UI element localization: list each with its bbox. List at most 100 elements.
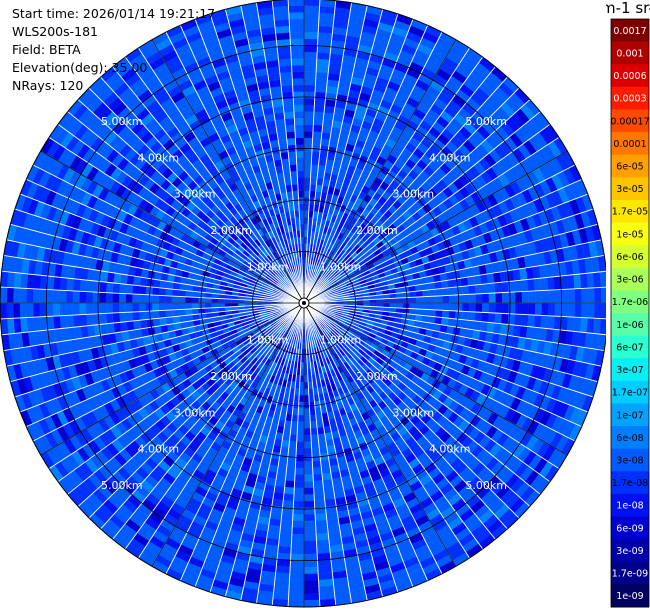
data-sector (32, 302, 41, 318)
data-sector (191, 302, 199, 310)
data-sector (428, 309, 437, 317)
data-sector (455, 294, 463, 304)
data-sector (317, 565, 333, 574)
data-sector (53, 315, 61, 330)
data-sector (311, 157, 320, 166)
data-sector (303, 97, 315, 106)
data-sector (279, 526, 293, 535)
data-sector (303, 157, 312, 165)
data-sector (273, 585, 290, 594)
data-sector (315, 71, 329, 80)
data-sector (593, 271, 602, 288)
data-sector (311, 454, 321, 462)
data-sector (482, 302, 490, 313)
data-sector (501, 302, 510, 314)
data-sector (303, 5, 320, 13)
data-sector (283, 486, 295, 495)
data-sector (468, 311, 476, 322)
data-sector (315, 519, 328, 528)
data-sector (473, 274, 482, 286)
data-sector (533, 314, 542, 329)
data-sector (6, 271, 15, 288)
data-sector (515, 302, 523, 315)
data-sector (292, 520, 305, 528)
data-sector (422, 296, 430, 304)
data-sector (126, 274, 135, 286)
data-sector (402, 297, 410, 304)
data-sector (303, 580, 320, 588)
data-sector (321, 466, 332, 475)
data-sector (278, 539, 292, 548)
data-sector (282, 500, 294, 508)
data-sector (39, 302, 47, 317)
data-sector (303, 533, 317, 542)
data-sector (277, 546, 292, 554)
data-sector (303, 177, 311, 185)
data-sector (303, 58, 317, 66)
data-sector (455, 302, 463, 312)
data-sector (303, 78, 316, 86)
data-sector (0, 302, 8, 320)
data-sector (125, 284, 134, 295)
data-sector (165, 309, 173, 318)
data-sector (495, 292, 503, 304)
data-sector (277, 459, 288, 468)
data-sector (288, 580, 305, 588)
data-sector (474, 311, 483, 322)
data-sector (599, 271, 606, 288)
data-sector (112, 302, 120, 314)
data-sector (303, 124, 314, 132)
data-sector (72, 314, 81, 328)
data-sector (204, 302, 212, 309)
data-sector (528, 302, 536, 316)
data-sector (586, 272, 595, 289)
data-sector (467, 320, 476, 331)
data-sector (487, 312, 496, 324)
data-sector (98, 302, 107, 314)
data-sector (303, 467, 314, 475)
data-sector (540, 277, 549, 291)
data-sector (303, 514, 316, 522)
data-sector (85, 291, 93, 304)
data-sector (26, 302, 34, 318)
data-sector (481, 312, 489, 323)
data-sector (303, 566, 319, 575)
data-sector (171, 289, 180, 297)
data-sector (468, 293, 476, 304)
data-sector (303, 0, 321, 7)
data-sector (178, 302, 186, 310)
data-sector (79, 279, 88, 292)
data-sector (315, 526, 329, 535)
data-sector (303, 586, 320, 594)
data-sector (158, 302, 166, 311)
data-sector (303, 593, 320, 601)
data-sector (295, 454, 305, 462)
data-sector (574, 288, 582, 304)
data-sector (402, 302, 410, 309)
data-sector (184, 302, 192, 310)
data-sector (303, 481, 314, 489)
data-sector (448, 286, 456, 296)
data-sector (312, 467, 323, 475)
data-sector (59, 277, 68, 291)
data-sector (318, 585, 335, 594)
data-sector (158, 287, 167, 296)
data-sector (19, 302, 27, 319)
data-sector (85, 302, 93, 315)
data-sector (294, 481, 305, 489)
data-sector (289, 573, 305, 581)
data-sector (145, 286, 153, 296)
data-sector (296, 441, 305, 449)
data-sector (396, 302, 404, 309)
data-sector (314, 500, 326, 508)
data-sector (314, 98, 326, 106)
data-sector (298, 395, 305, 403)
data-sector (319, 0, 336, 8)
data-sector (303, 111, 315, 119)
data-sector (33, 316, 42, 332)
data-sector (581, 302, 589, 319)
data-sector (132, 293, 140, 304)
data-sector (600, 302, 606, 319)
data-sector (310, 434, 319, 442)
data-sector (296, 428, 305, 436)
